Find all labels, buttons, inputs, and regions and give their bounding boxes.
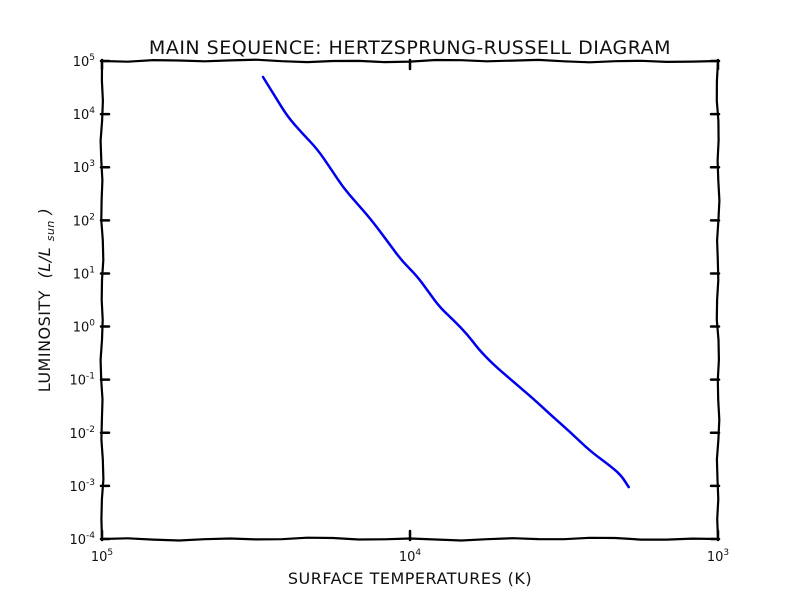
- y-tick-exponent: -2: [86, 425, 95, 435]
- x-tick-base: 10: [707, 550, 724, 565]
- y-axis-label-math-close: ): [35, 208, 54, 216]
- y-tick-base: 10: [73, 321, 90, 336]
- y-axis-label-word: LUMINOSITY: [35, 290, 54, 392]
- x-tick-exponent: 3: [723, 548, 729, 558]
- axis-ticks: [99, 58, 721, 542]
- y-axis-label: LUMINOSITY (L/L sun ): [35, 208, 58, 393]
- y-tick-base: 10: [69, 374, 86, 389]
- y-tick-label: 100: [73, 319, 96, 336]
- y-tick-exponent: 4: [89, 106, 95, 116]
- plot-frame: [99, 58, 721, 542]
- y-tick-label: 10-3: [69, 478, 95, 495]
- y-tick-label: 10-2: [69, 425, 95, 442]
- y-tick-base: 10: [73, 108, 90, 123]
- y-tick-exponent: 5: [89, 53, 95, 63]
- x-tick-exponent: 5: [107, 548, 113, 558]
- y-tick-base: 10: [73, 214, 90, 229]
- y-tick-exponent: -4: [86, 531, 95, 541]
- x-tick-label: 105: [91, 548, 113, 565]
- x-tick-exponent: 4: [415, 548, 421, 558]
- frame-left: [99, 59, 105, 541]
- y-tick-label: 105: [73, 53, 95, 70]
- main-sequence-line: [261, 75, 630, 489]
- y-tick-base: 10: [69, 480, 86, 495]
- y-tick-exponent: 3: [89, 159, 95, 169]
- y-tick-label: 104: [73, 106, 96, 123]
- y-tick-label: 103: [73, 159, 95, 176]
- x-tick-labels: 105 104 103: [91, 548, 729, 565]
- y-tick-exponent: -3: [86, 478, 95, 488]
- y-tick-base: 10: [69, 533, 86, 548]
- y-tick-base: 10: [69, 427, 86, 442]
- y-tick-exponent: 1: [89, 265, 95, 275]
- y-tick-exponent: -1: [86, 372, 95, 382]
- y-tick-base: 10: [73, 267, 90, 282]
- x-tick-base: 10: [399, 550, 416, 565]
- y-axis-label-math: (L/L: [35, 247, 54, 278]
- y-tick-exponent: 2: [89, 212, 95, 222]
- y-tick-label: 10-4: [69, 531, 95, 548]
- y-tick-base: 10: [73, 55, 90, 70]
- x-tick-label: 104: [399, 548, 422, 565]
- series-group: [261, 75, 630, 489]
- x-tick-label: 103: [707, 548, 729, 565]
- y-axis-label-math-sub: sun: [44, 220, 57, 241]
- frame-right: [715, 59, 721, 541]
- y-tick-exponent: 0: [89, 319, 95, 329]
- y-tick-label: 102: [73, 212, 95, 229]
- chart-title: MAIN SEQUENCE: HERTZSPRUNG-RUSSELL DIAGR…: [149, 37, 671, 59]
- y-tick-label: 101: [73, 265, 95, 282]
- x-axis-label: SURFACE TEMPERATURES (K): [288, 569, 532, 588]
- y-tick-label: 10-1: [69, 372, 95, 389]
- y-tick-base: 10: [73, 161, 90, 176]
- x-tick-base: 10: [91, 550, 108, 565]
